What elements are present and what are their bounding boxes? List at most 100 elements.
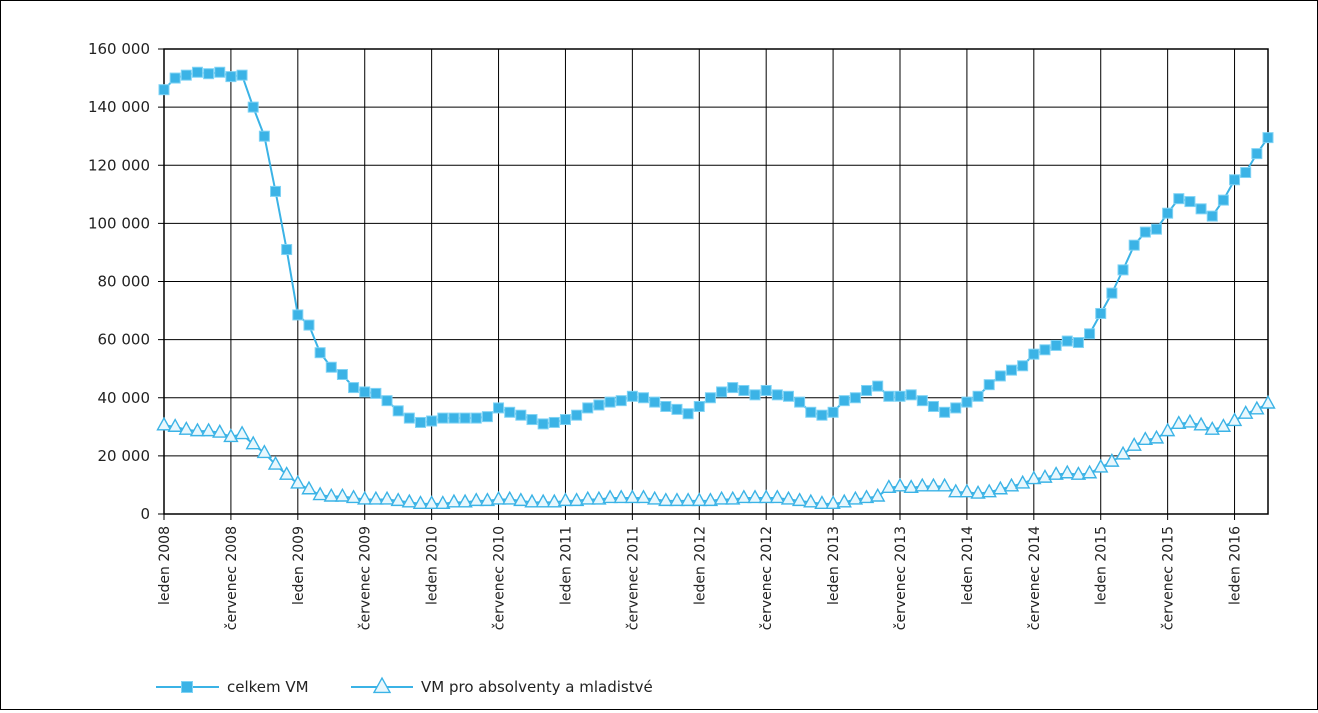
data-point-triangle: [903, 479, 919, 493]
data-point-triangle: [836, 493, 852, 508]
data-point-square: [939, 406, 951, 418]
data-point-square: [247, 101, 259, 113]
data-point-square: [493, 402, 505, 414]
data-point-square: [1084, 328, 1096, 340]
data-point-square: [325, 361, 337, 373]
data-point-square: [348, 382, 360, 394]
x-tick-label: leden 2016: [1228, 526, 1244, 605]
data-point-triangle: [1171, 415, 1187, 430]
series-line: [163, 402, 1269, 505]
data-point-triangle: [847, 490, 864, 505]
x-tick-label: červenec 2014: [1027, 526, 1043, 630]
data-point-square: [169, 72, 181, 84]
data-point-triangle: [613, 489, 629, 504]
data-point-square: [638, 392, 650, 404]
grid-lines: [163, 48, 1268, 515]
data-point-triangle: [959, 483, 975, 498]
data-point-triangle: [780, 490, 797, 505]
data-point-triangle: [423, 495, 440, 509]
data-point-square: [983, 379, 995, 391]
data-point-triangle: [858, 489, 875, 504]
data-point-triangle: [736, 489, 752, 504]
data-point-square: [771, 389, 783, 401]
x-tick-label: leden 2011: [558, 526, 574, 605]
data-point-triangle: [524, 493, 540, 508]
y-tick-label: 80 000: [98, 273, 151, 291]
data-point-square: [593, 399, 605, 411]
data-point-square: [738, 384, 750, 396]
data-point-triangle: [624, 489, 641, 504]
data-point-square: [158, 84, 170, 96]
data-point-triangle: [669, 492, 685, 507]
x-tick-label: leden 2013: [826, 526, 842, 605]
data-point-square: [504, 406, 516, 418]
data-point-triangle: [245, 435, 261, 450]
data-point-triangle: [1204, 421, 1220, 435]
y-tick-label: 0: [140, 505, 150, 523]
data-point-triangle: [345, 489, 362, 504]
data-point-square: [894, 390, 906, 402]
data-point-square: [403, 412, 415, 424]
data-point-triangle: [502, 490, 518, 505]
data-point-triangle: [747, 489, 763, 504]
data-point-triangle: [702, 492, 719, 507]
data-point-square: [1195, 203, 1207, 215]
data-point-triangle: [1126, 437, 1142, 451]
x-tick-label: leden 2012: [692, 526, 708, 605]
x-tick-label: červenec 2008: [224, 526, 240, 630]
data-point-triangle: [1037, 468, 1053, 483]
data-point-square: [626, 390, 638, 402]
data-point-square: [1072, 337, 1084, 349]
data-point-square: [537, 418, 549, 430]
legend-label-absolventy: VM pro absolventy a mladistvé: [421, 678, 653, 696]
x-tick-label: červenec 2013: [893, 526, 909, 630]
data-point-square: [1262, 132, 1274, 144]
data-point-triangle: [479, 492, 496, 507]
data-point-square: [1128, 239, 1140, 251]
data-point-square: [470, 412, 482, 424]
data-point-triangle: [1048, 466, 1064, 480]
data-point-square: [927, 400, 939, 412]
data-point-triangle: [546, 493, 562, 508]
y-tick-label: 120 000: [88, 156, 150, 174]
data-point-square: [426, 415, 438, 427]
data-point-triangle: [401, 493, 418, 508]
data-point-square: [1206, 210, 1218, 222]
series-vm-absolventy: [156, 394, 1276, 509]
data-point-square: [515, 409, 527, 421]
x-tick-label: leden 2008: [157, 526, 173, 605]
data-point-square: [704, 392, 716, 404]
data-point-triangle: [267, 455, 284, 470]
data-point-triangle: [379, 490, 395, 505]
data-point-square: [582, 402, 594, 414]
data-point-triangle: [368, 490, 384, 505]
data-point-triangle: [167, 418, 183, 432]
data-point-triangle: [1249, 400, 1265, 415]
data-point-square: [693, 400, 705, 412]
data-point-triangle: [680, 492, 696, 507]
data-point-triangle: [357, 490, 373, 505]
data-point-triangle: [200, 422, 217, 437]
data-point-square: [203, 68, 215, 80]
data-point-triangle: [156, 416, 172, 431]
data-point-triangle: [635, 489, 652, 504]
data-point-square: [1173, 193, 1185, 205]
data-point-square: [214, 66, 226, 78]
y-tick-label: 160 000: [88, 40, 150, 58]
data-point-triangle: [301, 480, 317, 495]
data-point-square: [872, 380, 884, 392]
series-celkem-vm: [158, 66, 1274, 430]
data-point-square: [805, 406, 817, 418]
data-point-square: [236, 69, 248, 81]
data-point-square: [1050, 339, 1062, 351]
data-point-triangle: [457, 493, 473, 508]
data-point-triangle: [1137, 431, 1154, 446]
data-point-square: [1251, 148, 1263, 160]
data-point-square: [1106, 287, 1118, 299]
data-point-triangle: [1026, 470, 1042, 485]
data-point-square: [481, 411, 493, 423]
data-point-square: [615, 395, 627, 407]
data-point-square: [782, 390, 794, 402]
x-tick-label: leden 2015: [1094, 526, 1110, 605]
